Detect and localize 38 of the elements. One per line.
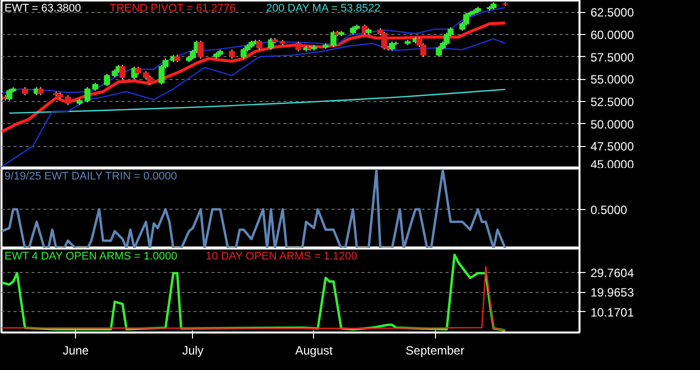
- candlestick: [330, 30, 336, 48]
- candlestick: [295, 41, 302, 52]
- y-tick-label: 60.0000: [590, 28, 634, 42]
- y-tick-label: 29.7604: [590, 266, 634, 280]
- line-series: [2, 22, 507, 134]
- line-series: [2, 38, 506, 168]
- line-series: [2, 254, 506, 332]
- line-series: [8, 88, 506, 114]
- y-tick-label: 19.9653: [590, 286, 634, 300]
- candlestick: [381, 31, 388, 50]
- x-tick-label: August: [295, 344, 334, 358]
- candlestick: [256, 39, 262, 50]
- ref-line-label: 0.5000: [590, 202, 628, 217]
- candlestick: [64, 94, 71, 106]
- candlestick: [240, 47, 247, 60]
- text: 10 DAY OPEN ARMS = 1.1200: [206, 250, 358, 262]
- y-tick-label: 47.5000: [590, 140, 634, 154]
- series-label: EWT 4 DAY OPEN ARMS = 1.0000: [4, 250, 178, 262]
- y-tick-label: 57.5000: [590, 50, 634, 64]
- text: 200 DAY MA = 53.8522: [266, 2, 380, 14]
- candlestick: [198, 40, 204, 60]
- candlestick: [6, 88, 12, 102]
- candlestick: [436, 46, 442, 58]
- y-tick-label: 52.5000: [590, 94, 634, 109]
- y-tick-label: 55.0000: [590, 72, 634, 87]
- text: 9/19/25 EWT DAILY TRIN = 0.0000: [4, 170, 178, 182]
- x-tick-label: June: [62, 344, 90, 358]
- x-tick-label: September: [406, 344, 464, 358]
- candlestick: [84, 86, 90, 103]
- annotation: EWT = 63.3800: [4, 2, 82, 14]
- text: TREND PIVOT = 61.2776: [110, 2, 236, 14]
- candlestick: [104, 73, 110, 87]
- y-tick-label: 50.0000: [590, 117, 634, 132]
- y-tick-label: 62.5000: [590, 6, 634, 20]
- candlestick: [120, 64, 126, 80]
- line-series: [2, 266, 506, 331]
- y-tick-label: 10.1701: [590, 305, 634, 320]
- x-tick-label: July: [182, 344, 204, 358]
